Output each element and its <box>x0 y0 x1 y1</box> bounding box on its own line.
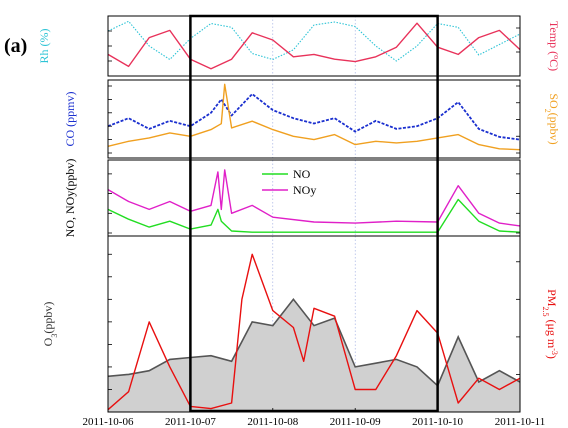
x-tick-label: 2011-10-07 <box>165 416 216 428</box>
x-tick-label: 2011-10-08 <box>247 416 298 428</box>
label-part: ) <box>545 355 559 359</box>
panel-2: CO (ppmv) SO2(ppbv) <box>63 79 562 159</box>
panel-frame <box>107 159 521 237</box>
label-part: PM <box>545 289 559 307</box>
panel-4: O3(ppbv) PM2.5 (μg m-3) <box>41 235 560 413</box>
left-axis-label: NO, NOy(ppbv) <box>63 159 77 238</box>
panel-3: NO, NOy(ppbv) NO NOy <box>63 159 521 238</box>
noy-line <box>107 169 521 227</box>
label-part: o <box>553 55 562 59</box>
right-axis-label: Temp (oC) <box>547 21 562 71</box>
x-tick-label: 2011-10-06 <box>83 416 134 428</box>
label-part: (ppbv) <box>41 302 55 334</box>
label-part: 3 <box>50 334 59 338</box>
label-part: O <box>41 337 55 346</box>
label-part: SO <box>547 93 561 109</box>
label-part: Temp ( <box>547 21 561 55</box>
o3-line <box>107 253 521 411</box>
no-line <box>107 198 521 233</box>
x-tick-label: 2011-10-09 <box>330 416 381 428</box>
panel-frame <box>107 79 521 159</box>
temp-line <box>107 22 521 70</box>
right-axis-label: PM2.5 (μg m-3) <box>542 289 560 359</box>
label-part: -3 <box>551 348 560 355</box>
co-line <box>107 93 521 141</box>
left-axis-label: CO (ppmv) <box>63 92 77 147</box>
pm-area <box>108 299 520 412</box>
panel-label: (a) <box>4 35 27 57</box>
label-part: C) <box>547 59 561 71</box>
label-part: 2.5 <box>542 306 551 316</box>
right-axis-label: SO2(ppbv) <box>544 93 562 144</box>
left-axis-label: O3(ppbv) <box>41 302 59 347</box>
x-tick-label: 2011-10-10 <box>412 416 463 428</box>
rh-line <box>107 20 521 62</box>
panel-1: Rh (%) Temp (oC) <box>37 15 562 77</box>
chart-panels: Rh (%) Temp (oC)CO (ppmv) SO2(ppbv)NO, NOy… <box>37 15 562 413</box>
label-part: (μg m <box>545 316 559 348</box>
x-tick-label: 2011-10-11 <box>495 416 546 428</box>
label-part: (ppbv) <box>547 113 561 145</box>
shared-x-axis: 2011-10-06 2011-10-07 2011-10-08 2011-10-09… <box>83 408 546 428</box>
legend-label-noy: NOy <box>293 183 316 197</box>
so2-line <box>107 83 521 151</box>
pm-line <box>107 298 521 388</box>
highlight-box <box>189 14 439 413</box>
label-part: 2 <box>544 109 553 113</box>
left-axis-label: Rh (%) <box>37 29 51 64</box>
legend-label-no: NO <box>293 167 311 181</box>
